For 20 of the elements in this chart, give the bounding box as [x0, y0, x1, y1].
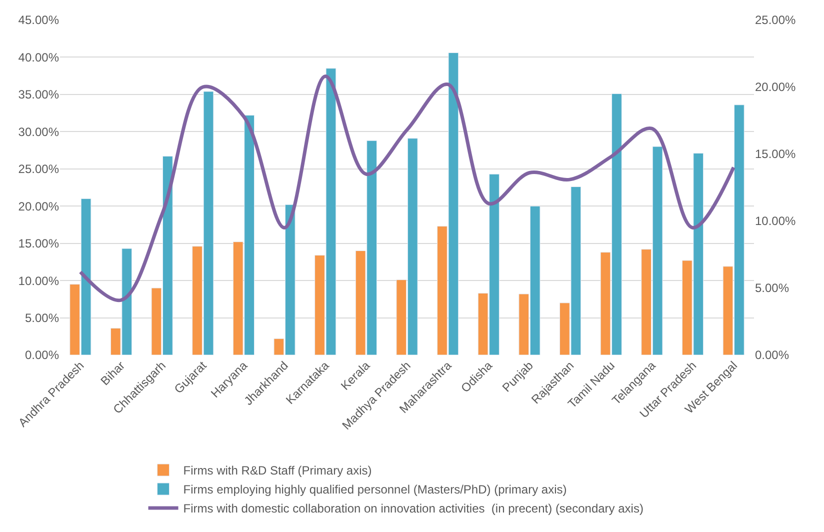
- legend-label: Firms employing highly qualified personnel (Masters/PhD) (primary axis): [183, 482, 567, 497]
- y2-tick-label: 0.00%: [755, 348, 790, 362]
- y-tick-label: 35.00%: [18, 88, 60, 102]
- y2-tick-label: 25.00%: [755, 13, 796, 28]
- y2-tick-label: 20.00%: [755, 80, 796, 94]
- y-tick-label: 25.00%: [18, 162, 60, 176]
- line-series: [78, 74, 736, 302]
- y-tick-label: 5.00%: [24, 310, 60, 325]
- y2-tick-label: 10.00%: [755, 214, 796, 228]
- y-tick-label: 20.00%: [18, 199, 60, 214]
- y2-tick-label: 15.00%: [755, 147, 796, 162]
- y-tick-label: 10.00%: [18, 274, 60, 288]
- y2-tick-label: 5.00%: [755, 281, 790, 296]
- legend-label: Firms with domestic collaboration on innovation activities (in precent) (secondary axis): [183, 502, 644, 516]
- y-tick-label: 45.00%: [18, 13, 60, 28]
- y-tick-label: 40.00%: [18, 50, 60, 64]
- legend-label: Firms with R&D Staff (Primary axis): [183, 464, 372, 478]
- y-tick-label: 15.00%: [18, 236, 60, 251]
- y-tick-label: 0.00%: [24, 348, 60, 362]
- y-tick-label: 30.00%: [18, 124, 60, 139]
